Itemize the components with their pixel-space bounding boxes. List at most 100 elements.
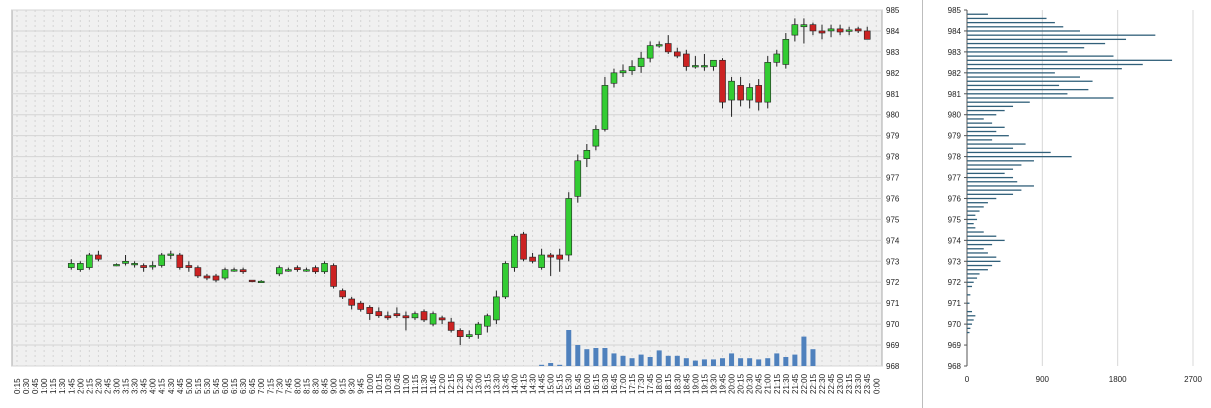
x-tick-label: 0:45 [31,378,40,394]
profile-bar [967,84,1060,87]
y-tick-label: 979 [886,132,900,141]
candle-up [86,254,93,268]
profile-bar [967,55,1114,57]
candle-up [167,253,175,256]
candle-up [484,315,491,327]
y-tick-label: 972 [886,278,900,287]
x-tick-label: 12:15 [447,373,456,394]
profile-bar [967,130,997,133]
candle-down [863,30,871,40]
candle-down [755,85,762,103]
candle-up [429,313,437,325]
profile-bar [967,323,973,325]
volume-bar [792,354,798,366]
candle-up [122,260,129,264]
x-tick-label: 11:15 [411,374,420,394]
y-tick-label: 981 [948,90,962,99]
y-tick-label: 968 [886,362,900,371]
x-tick-label: 13:00 [474,373,483,394]
profile-bar [967,281,974,283]
volume-bar [629,358,635,366]
x-tick-label: 10:00 [366,373,375,394]
x-tick-label: 13:15 [483,373,492,394]
volume-bar [810,349,816,366]
x-tick-label: 22:30 [818,373,827,394]
x-tick-label: 21:00 [764,373,773,394]
volume-bar [638,354,644,366]
profile-bar [967,223,974,225]
volume-bar [665,355,671,366]
candle-up [493,296,500,321]
profile-bar [967,126,1005,128]
x-tick-label: 0:00 [872,378,881,394]
profile-bar [967,319,974,321]
profile-bar [967,181,1018,183]
x-tick-label: 3:45 [140,378,149,394]
candle-down [212,275,220,281]
volume-bar [602,348,608,366]
candle-up [113,264,120,267]
candle-down [312,267,319,273]
volume-bar [783,357,789,366]
profile-bar [967,151,1051,154]
profile-bar [967,206,984,208]
y-tick-label: 982 [886,69,900,78]
x-tick-label: 2:00 [76,378,85,394]
x-tick-label: 21:45 [791,373,800,394]
x-tick-label: 13:30 [492,373,501,394]
x-tick-label: 6:30 [239,378,248,394]
profile-bar [967,109,1005,112]
volume-bar [765,358,771,366]
volume-bar [683,358,689,366]
candle-up [538,254,545,268]
profile-bar [967,68,1122,70]
profile-bar [967,63,1143,66]
candle-down [664,43,672,53]
candle-down [339,290,346,298]
y-tick-label: 981 [886,90,900,99]
y-tick-label: 978 [886,153,900,162]
y-tick-label: 971 [948,299,962,308]
profile-bar [967,327,971,330]
volume-bar [620,355,626,366]
x-tick-label: 17:15 [628,373,637,394]
y-tick-label: 979 [948,132,962,141]
profile-bar [967,218,978,221]
x-tick-label: 18:45 [682,373,691,394]
candle-down [556,254,564,260]
profile-bar [967,38,1127,41]
candle-up [701,65,708,68]
profile-bar [967,176,1014,179]
x-tick-label: 19:15 [700,373,709,394]
x-tick-label: 2:45 [103,378,112,394]
candle-up [637,57,645,67]
volume-bar [729,353,735,366]
x-tick-label: 17:45 [646,373,655,394]
candle-up [276,267,283,275]
volume-bar [801,336,807,366]
candle-up [692,65,699,68]
y-tick-label: 982 [948,69,962,78]
candle-down [348,298,355,306]
profile-bar [967,139,993,141]
volume-bar [566,330,572,366]
profile-bar [967,114,997,116]
x-tick-label: 22:45 [827,373,836,394]
profile-bar [967,197,997,200]
volume-bar [647,357,653,366]
candle-up [285,269,292,272]
volume-bar [756,359,762,366]
profile-bar [967,72,1055,74]
candlestick-chart: 985 984 983 982 981 980 979 978 977 976 975 974 973 9… [11,6,900,394]
x-tick-label: 15:15 [556,373,565,394]
profile-bar [967,88,1089,91]
profile-bar [967,315,976,317]
candle-down [438,317,446,321]
profile-bar [967,172,1005,175]
volume-bar [611,353,617,366]
x-tick-label: 2:30 [94,378,103,394]
candle-down [673,51,681,57]
candle-up [67,263,75,268]
profile-bar [967,235,997,237]
plot-area [11,9,883,367]
